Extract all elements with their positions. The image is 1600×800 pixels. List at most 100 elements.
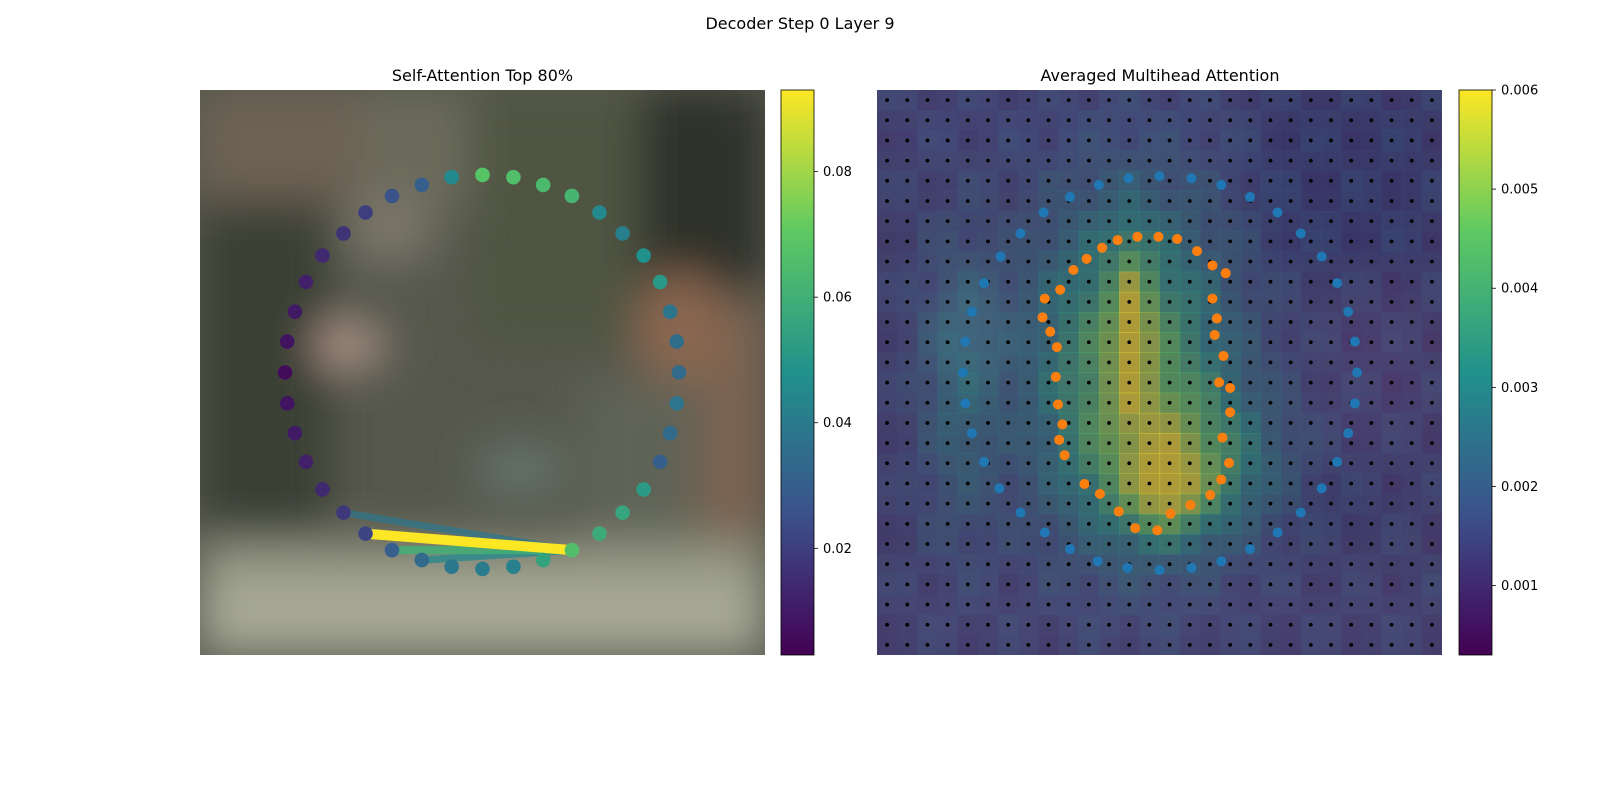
grid-dot <box>986 138 990 143</box>
grid-dot <box>1329 643 1333 647</box>
grid-dot <box>1046 501 1051 506</box>
grid-dot <box>905 340 910 345</box>
grid-dot <box>1046 441 1051 446</box>
grid-dot <box>1107 481 1111 486</box>
grid-dot <box>905 400 910 405</box>
blue-point <box>960 336 971 347</box>
grid-dot <box>1248 178 1253 183</box>
grid-dot <box>1308 441 1313 446</box>
grid-dot <box>1107 582 1111 587</box>
grid-dot <box>1268 279 1273 284</box>
grid-dot <box>885 461 889 466</box>
grid-dot <box>885 441 889 446</box>
grid-dot <box>1046 199 1051 203</box>
grid-dot <box>1026 199 1031 203</box>
grid-dot <box>925 602 930 607</box>
grid-dot <box>1369 158 1374 163</box>
grid-dot <box>1107 441 1111 446</box>
grid-dot <box>1430 178 1434 183</box>
grid-dot <box>1046 259 1051 264</box>
grid-dot <box>1288 582 1293 587</box>
blue-points <box>958 171 1363 576</box>
grid-dot <box>1006 360 1011 365</box>
grid-dot <box>1248 299 1253 304</box>
orange-point <box>1059 450 1070 461</box>
grid-dot <box>945 118 950 123</box>
grid-dot <box>1167 622 1172 627</box>
grid-dot <box>1430 158 1434 163</box>
grid-dot <box>1046 421 1051 425</box>
grid-dot <box>1389 481 1394 486</box>
grid-dot <box>1329 178 1333 183</box>
grid-dot <box>1430 622 1434 627</box>
orange-point <box>1153 231 1164 242</box>
grid-dot <box>1308 400 1313 405</box>
grid-dot <box>1046 602 1051 607</box>
grid-dot <box>1147 441 1152 446</box>
grid-dot <box>1369 542 1374 546</box>
grid-dot <box>1329 340 1333 345</box>
grid-dot <box>1187 138 1192 143</box>
sequence-point <box>669 334 685 349</box>
grid-dot <box>885 501 889 506</box>
orange-point <box>1068 264 1079 275</box>
grid-dot <box>1369 562 1374 567</box>
grid-dot <box>1409 622 1414 627</box>
grid-dot <box>1167 481 1172 486</box>
grid-dot <box>1066 501 1071 506</box>
grid-dot <box>1349 602 1354 607</box>
grid-dot <box>905 643 910 647</box>
grid-dot <box>1208 158 1212 163</box>
grid-dot <box>1147 542 1152 546</box>
grid-dot <box>945 340 950 345</box>
grid-dot <box>1329 259 1333 264</box>
grid-dot <box>1268 582 1273 587</box>
grid-dot <box>1127 421 1132 425</box>
grid-dot <box>1167 178 1172 183</box>
grid-dot <box>925 178 930 183</box>
grid-dot <box>1409 602 1414 607</box>
grid-dot <box>1308 501 1313 506</box>
grid-dot <box>965 602 970 607</box>
grid-dot <box>1369 481 1374 486</box>
grid-dot <box>1349 299 1354 304</box>
blue-point <box>1015 507 1026 518</box>
grid-dot <box>1389 562 1394 567</box>
orange-point <box>1113 506 1124 517</box>
grid-dot <box>1127 521 1132 526</box>
grid-dot <box>1127 380 1132 385</box>
grid-dot <box>1208 98 1212 102</box>
grid-dot <box>1329 400 1333 405</box>
grid-dot <box>1208 279 1212 284</box>
grid-dot <box>1127 118 1132 123</box>
grid-dot <box>1349 461 1354 466</box>
blue-point <box>966 306 977 317</box>
grid-dot <box>1208 239 1212 244</box>
grid-dot <box>965 259 970 264</box>
blue-point <box>1352 367 1363 378</box>
grid-dot <box>1248 461 1253 466</box>
grid-dot <box>986 320 990 324</box>
grid-dot <box>1228 320 1233 324</box>
grid-dot <box>1308 158 1313 163</box>
grid-dot <box>885 622 889 627</box>
grid-dot <box>1268 441 1273 446</box>
grid-dot <box>1046 380 1051 385</box>
grid-dot <box>1208 501 1212 506</box>
grid-dot <box>1268 98 1273 102</box>
sequence-point <box>315 482 330 497</box>
grid-dot <box>1430 562 1434 567</box>
grid-dot <box>1066 441 1071 446</box>
left-colorbar: 0.02 0.04 0.06 0.08 <box>780 89 852 656</box>
grid-dot <box>1006 320 1011 324</box>
grid-dot <box>965 562 970 567</box>
grid-dot <box>1268 259 1273 264</box>
grid-dot <box>1187 299 1192 304</box>
grid-dot <box>1147 279 1152 284</box>
grid-dot <box>945 542 950 546</box>
blue-point <box>1295 228 1306 239</box>
blue-point <box>1038 207 1049 218</box>
grid-dot <box>965 542 970 546</box>
grid-dot <box>986 299 990 304</box>
grid-dot <box>925 138 930 143</box>
